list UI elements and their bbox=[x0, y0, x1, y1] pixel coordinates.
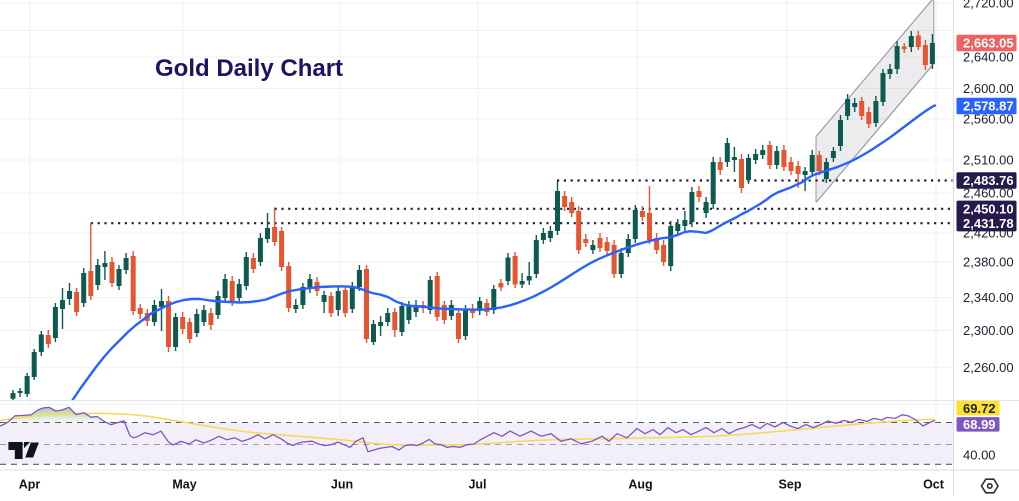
svg-text:2,578.87: 2,578.87 bbox=[963, 99, 1014, 114]
svg-text:2,300.00: 2,300.00 bbox=[963, 323, 1014, 338]
svg-text:2,260.00: 2,260.00 bbox=[963, 360, 1014, 375]
svg-text:2,460.00: 2,460.00 bbox=[963, 186, 1014, 201]
svg-text:Sep: Sep bbox=[779, 478, 802, 492]
svg-text:2,600.00: 2,600.00 bbox=[963, 81, 1014, 96]
svg-text:Oct: Oct bbox=[923, 478, 945, 492]
svg-text:Gold Daily Chart: Gold Daily Chart bbox=[155, 55, 343, 82]
svg-text:2,483.76: 2,483.76 bbox=[963, 173, 1014, 188]
svg-text:2,340.00: 2,340.00 bbox=[963, 290, 1014, 305]
svg-text:May: May bbox=[172, 478, 196, 492]
svg-text:2,663.05: 2,663.05 bbox=[963, 36, 1014, 51]
svg-text:2,640.00: 2,640.00 bbox=[963, 50, 1014, 65]
svg-text:2,560.00: 2,560.00 bbox=[963, 112, 1014, 127]
svg-text:2,510.00: 2,510.00 bbox=[963, 153, 1014, 168]
svg-text:2,431.78: 2,431.78 bbox=[963, 216, 1014, 231]
svg-text:Jun: Jun bbox=[331, 478, 353, 492]
svg-text:Aug: Aug bbox=[628, 478, 652, 492]
svg-text:2,450.10: 2,450.10 bbox=[963, 201, 1014, 216]
svg-text:Apr: Apr bbox=[19, 478, 41, 492]
svg-text:Jul: Jul bbox=[468, 478, 486, 492]
svg-text:2,380.00: 2,380.00 bbox=[963, 255, 1014, 270]
svg-text:2,720.00: 2,720.00 bbox=[963, 0, 1014, 11]
svg-text:40.00: 40.00 bbox=[963, 447, 996, 462]
svg-text:68.99: 68.99 bbox=[963, 417, 996, 432]
svg-text:69.72: 69.72 bbox=[963, 401, 996, 416]
